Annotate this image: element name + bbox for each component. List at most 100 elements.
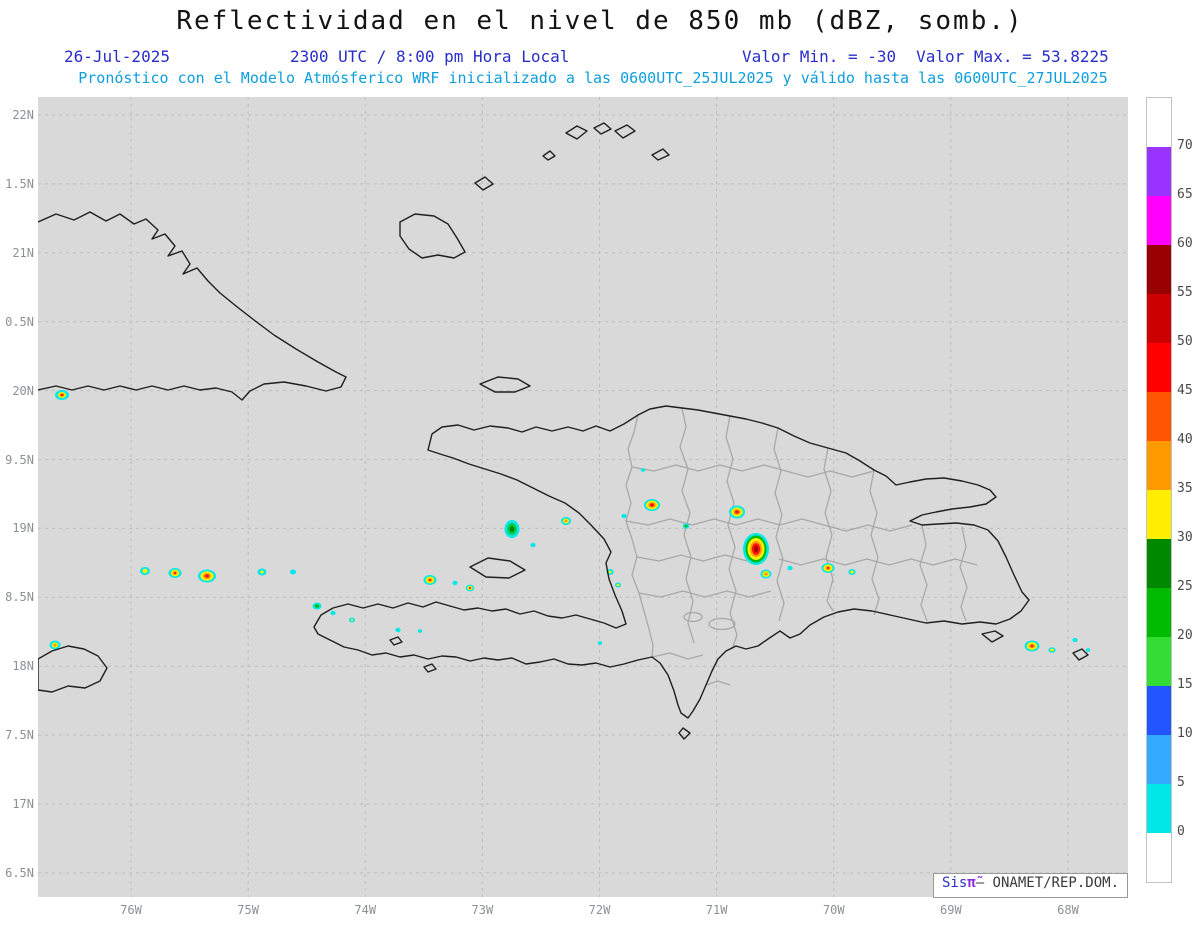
reflectivity-cell-layer	[142, 568, 148, 574]
border-haiti-dr	[625, 414, 654, 658]
reflectivity-cell-layer	[850, 570, 854, 574]
colorbar-segment-20-25	[1147, 588, 1171, 637]
colorbar-segment-60-65	[1147, 196, 1171, 245]
colorbar	[1146, 97, 1172, 883]
colorbar-segment-45-50	[1147, 343, 1171, 392]
reflectivity-cell-layer	[290, 569, 296, 575]
colorbar-segment--0	[1147, 833, 1171, 882]
lat-tick-label: 1.5N	[5, 176, 34, 191]
lat-tick-label: 0.5N	[5, 314, 34, 329]
gridlines	[38, 97, 1128, 897]
coastline-hispaniola	[313, 405, 1030, 719]
colorbar-segment-40-45	[1147, 392, 1171, 441]
reflectivity-cell-layer	[60, 393, 64, 397]
lon-tick-label: 69W	[940, 903, 962, 917]
reflectivity-cell-layer	[509, 526, 515, 532]
colorbar-tick-label: 30	[1177, 530, 1193, 545]
reflectivity-cell-layer	[417, 629, 423, 633]
reflectivity-cell-layer	[753, 545, 759, 553]
reflectivity-cell-layer	[1072, 637, 1078, 643]
colorbar-segment-30-35	[1147, 490, 1171, 539]
colorbar-tick-label: 45	[1177, 383, 1193, 398]
lon-tick-label: 70W	[822, 903, 845, 917]
colorbar-tick-label: 5	[1177, 775, 1185, 790]
reflectivity-cell-layer	[621, 513, 627, 519]
reflectivity-cell-layer	[826, 567, 830, 569]
reflectivity-cell-layer	[173, 572, 177, 574]
reflectivity-cell-layer	[735, 510, 739, 514]
colorbar-segment-15-20	[1147, 637, 1171, 686]
reflectivity-cell-layer	[330, 610, 336, 616]
colorbar-segment-55-60	[1147, 245, 1171, 294]
reflectivity-cell-layer	[530, 542, 536, 548]
reflectivity-cells	[49, 390, 1091, 653]
reflectivity-cell-layer	[616, 583, 620, 587]
reflectivity-cell-layer	[452, 580, 458, 586]
lon-tick-label: 68W	[1057, 903, 1079, 917]
credit-org: – ONAMET/REP.DOM.	[975, 875, 1119, 891]
reflectivity-cell-layer	[608, 570, 612, 574]
lon-tick-label: 76W	[120, 903, 142, 917]
colorbar-segment-25-30	[1147, 539, 1171, 588]
reflectivity-cell-layer	[205, 574, 209, 578]
colorbar-tick-label: 35	[1177, 481, 1193, 496]
lat-tick-label: 20N	[12, 383, 34, 398]
island-little-inagua	[474, 176, 494, 191]
colorbar-tick-label: 40	[1177, 432, 1193, 447]
colorbar-segment-50-55	[1147, 294, 1171, 343]
lon-tick-label: 71W	[705, 903, 728, 917]
reflectivity-cell-layer	[428, 579, 432, 581]
reflectivity-cell-layer	[787, 565, 793, 571]
coastline-jamaica	[38, 645, 108, 693]
lake-enriquillo	[708, 617, 736, 631]
lat-tick-label: 6.5N	[5, 865, 34, 880]
reflectivity-cell-layer	[764, 572, 768, 576]
run-date: 26-Jul-2025	[64, 47, 170, 66]
lake-saumatre	[683, 611, 703, 623]
colorbar-tick-label: 65	[1177, 187, 1193, 202]
page-title: Reflectividad en el nivel de 850 mb (dBZ…	[176, 6, 1024, 36]
coastline-cuba	[38, 211, 347, 401]
reflectivity-cell-layer	[468, 587, 472, 589]
island-turks-4	[614, 124, 636, 139]
island-great-inagua	[399, 213, 466, 259]
colorbar-tick-label: 70	[1177, 138, 1193, 153]
reflectivity-cell-layer	[350, 619, 354, 621]
lat-tick-label: 22N	[12, 108, 34, 122]
colorbar-segment-5-10	[1147, 735, 1171, 784]
lon-tick-label: 73W	[471, 903, 494, 917]
colorbar-segment--70	[1147, 98, 1171, 147]
value-max: Valor Max. = 53.8225	[916, 47, 1109, 66]
reflectivity-cell-layer	[53, 643, 57, 647]
island-vache	[423, 663, 437, 673]
colorbar-segment-0-5	[1147, 784, 1171, 833]
reflectivity-cell-layer	[1050, 648, 1054, 652]
reflectivity-cell-layer	[1030, 644, 1034, 648]
lat-tick-label: 19N	[12, 521, 34, 536]
province-borders	[625, 407, 978, 686]
lon-tick-label: 75W	[237, 903, 259, 917]
island-turks-5	[651, 148, 670, 161]
lat-tick-label: 18N	[12, 659, 34, 674]
lon-tick-label: 74W	[354, 903, 377, 917]
island-cayemites	[389, 636, 403, 646]
lat-tick-label: 7.5N	[5, 728, 34, 743]
colorbar-tick-label: 15	[1177, 677, 1193, 692]
value-min: Valor Min. = -30	[742, 47, 897, 66]
lat-tick-label: 17N	[12, 797, 34, 811]
island-turks-3	[593, 122, 612, 135]
reflectivity-cell-layer	[314, 604, 320, 608]
colorbar-tick-label: 50	[1177, 334, 1193, 349]
credit-box: Sisπ̃– ONAMET/REP.DOM.	[932, 873, 1128, 898]
colorbar-segment-65-70	[1147, 147, 1171, 196]
reflectivity-cell-layer	[395, 627, 401, 633]
reflectivity-cell-layer	[260, 570, 264, 574]
colorbar-tick-label: 0	[1177, 824, 1185, 839]
island-saona	[981, 630, 1004, 643]
colorbar-segment-10-15	[1147, 686, 1171, 735]
island-beata	[678, 727, 691, 740]
colorbar-segment-35-40	[1147, 441, 1171, 490]
map-plot-area	[38, 97, 1128, 897]
lon-tick-label: 72W	[588, 903, 611, 917]
